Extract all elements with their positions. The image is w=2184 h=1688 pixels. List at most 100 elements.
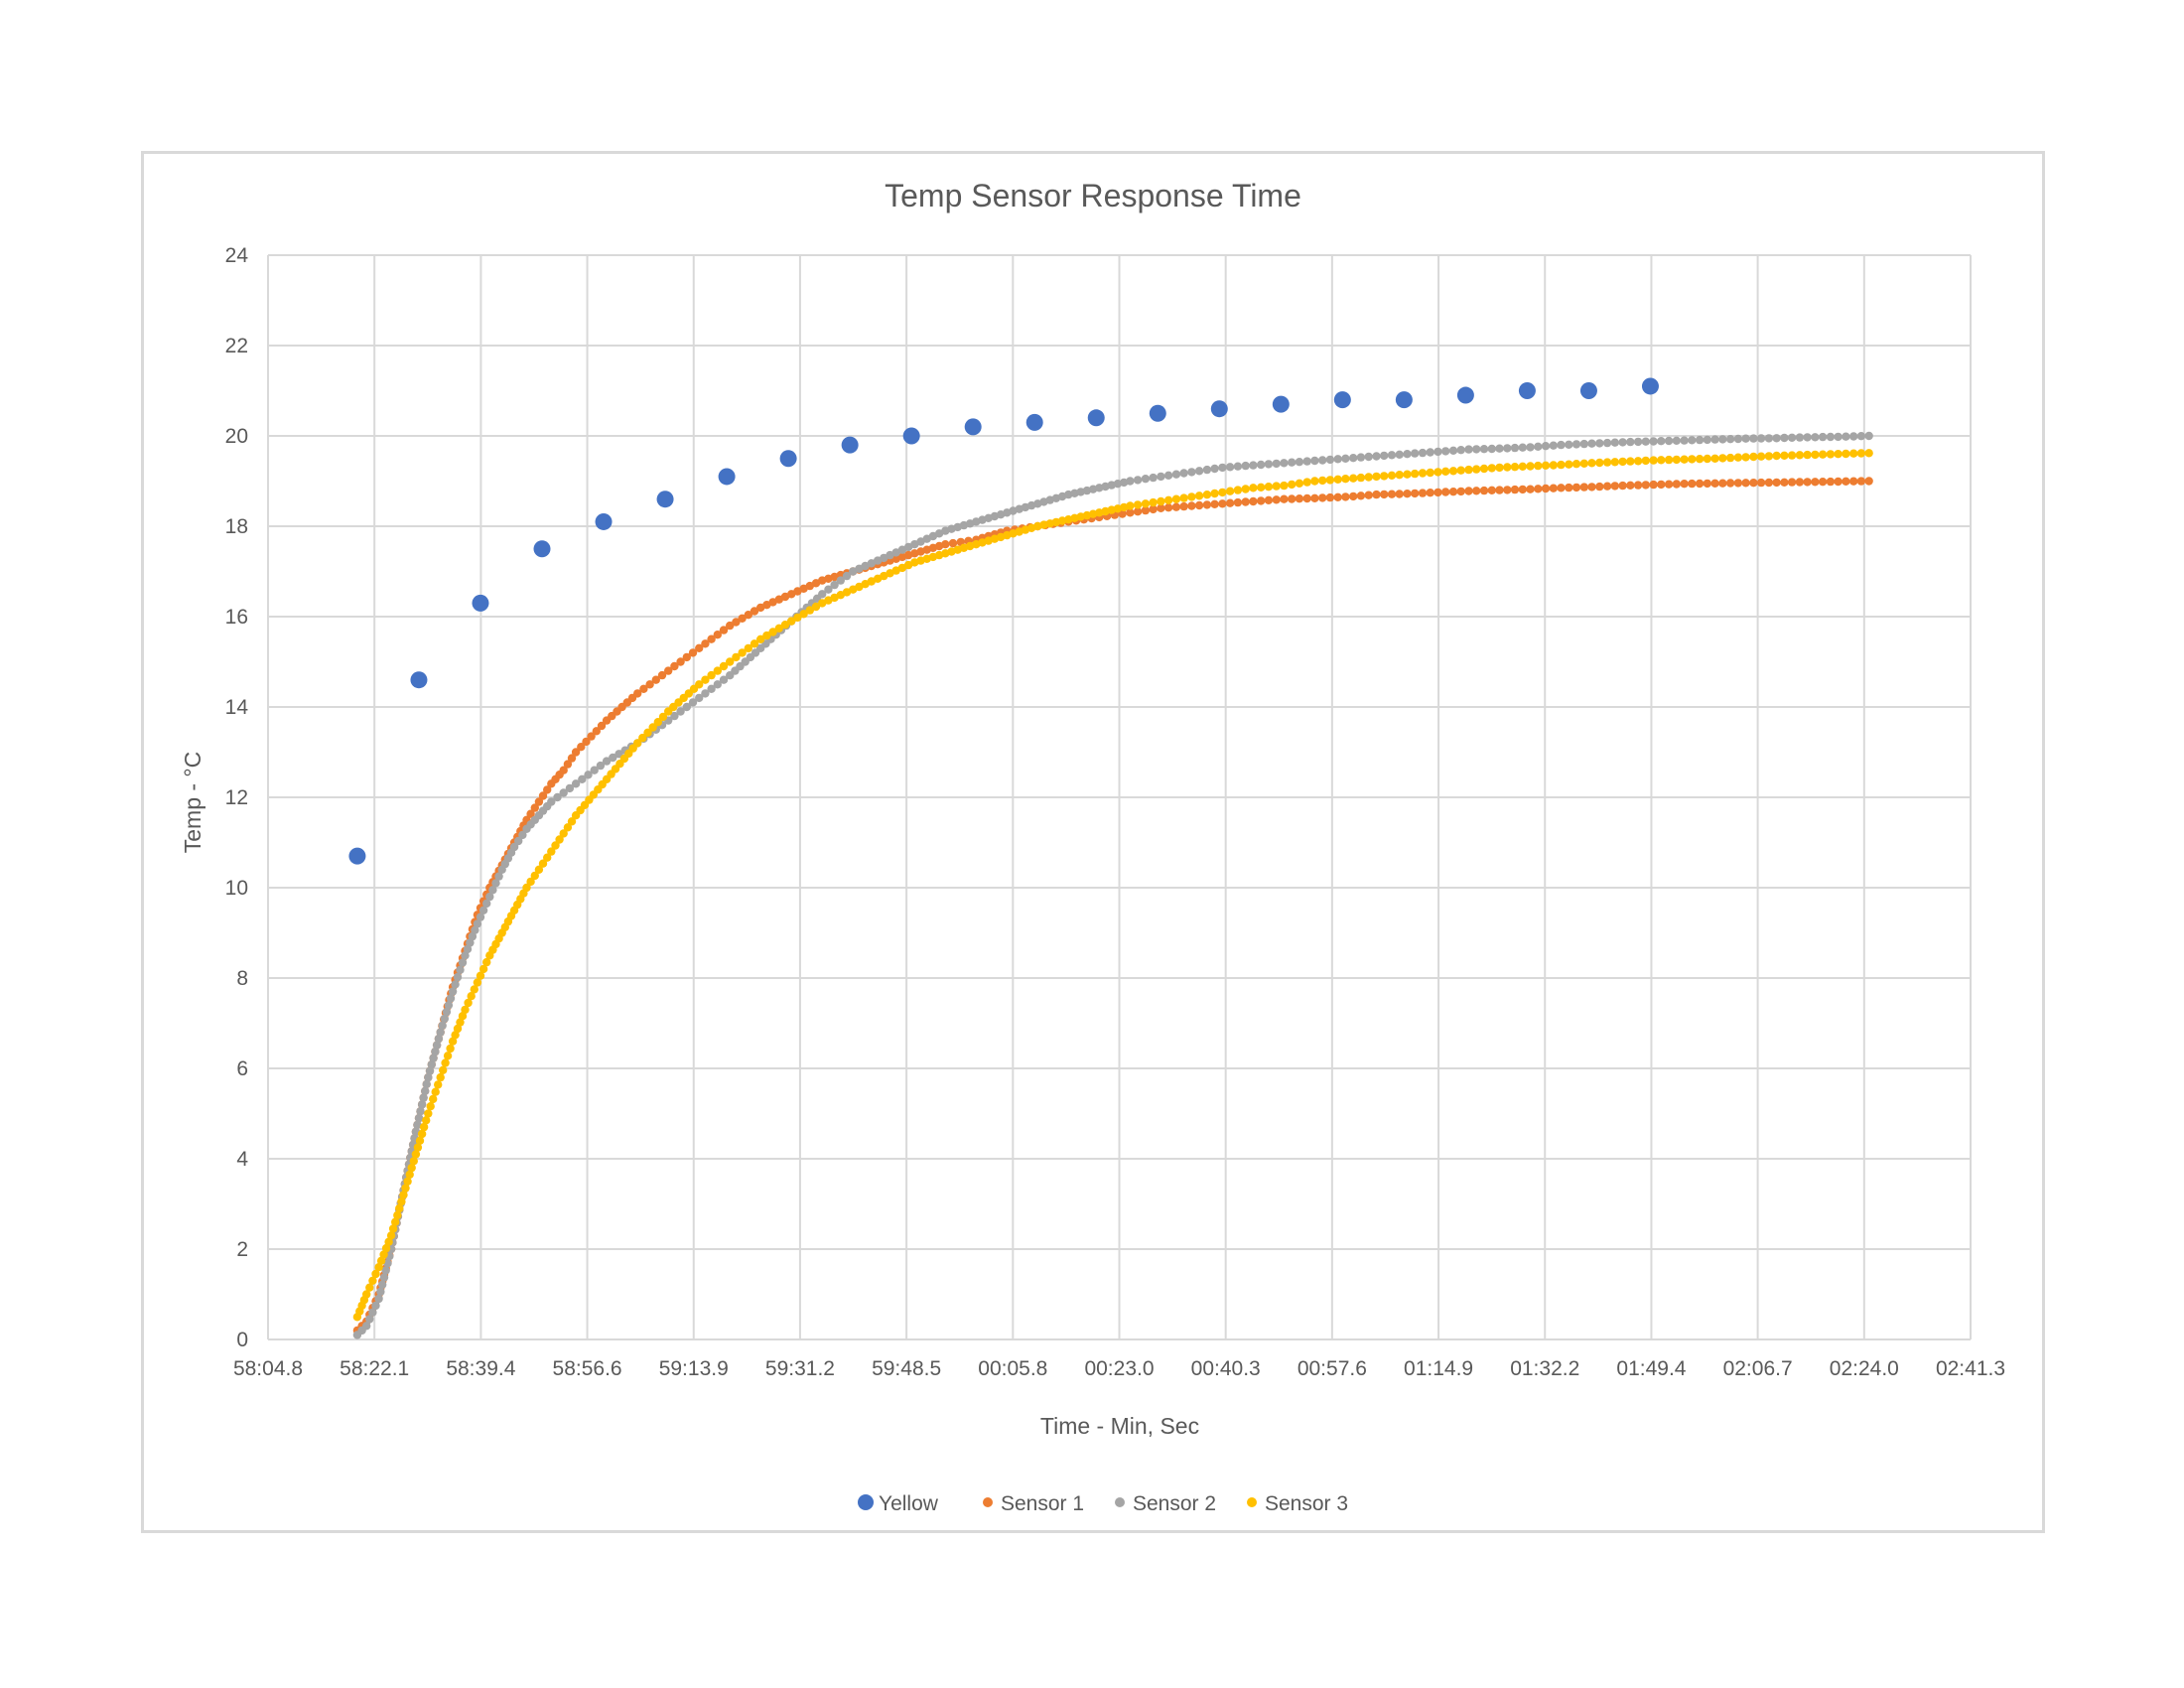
data-point [1795,451,1805,460]
data-point [559,788,568,797]
data-point [1403,450,1412,459]
y-tick-label: 20 [225,425,248,448]
data-point [676,657,685,666]
data-point [476,913,485,921]
x-tick-label: 58:39.4 [446,1357,515,1380]
data-point [379,1250,388,1259]
data-point [1818,450,1828,459]
data-point [1856,432,1866,441]
data-point [1157,472,1165,482]
data-point [682,702,691,712]
data-point [1218,488,1227,497]
x-tick-label: 00:40.3 [1191,1357,1261,1380]
data-point [461,1005,470,1015]
data-point [1433,447,1442,457]
legend: Yellow Sensor 1 Sensor 2 Sensor 3 [858,1492,1348,1515]
data-point [1595,439,1604,448]
data-point [1264,495,1274,504]
data-point [1087,409,1105,427]
gridlines [267,254,1972,1340]
data-point [436,1028,445,1037]
data-point [1602,458,1612,467]
data-point [1356,453,1366,462]
data-point [1249,461,1258,470]
data-point [1126,477,1135,486]
data-point [1418,448,1428,458]
y-tick-label: 12 [225,786,248,809]
data-point [1626,437,1635,447]
data-point [425,1066,435,1075]
data-point [543,853,552,862]
data-point [1356,473,1366,483]
data-point [1579,382,1597,399]
data-point [1541,484,1551,493]
data-point [651,675,660,684]
data-point [1688,455,1697,464]
data-point [444,1001,454,1010]
data-point [1725,479,1735,488]
data-point [1225,463,1235,472]
data-point [429,1094,438,1104]
data-point [633,689,642,698]
data-point [1610,482,1620,491]
data-point [368,1308,377,1317]
data-point [1448,467,1458,476]
data-point [718,468,736,486]
data-point [1718,435,1727,444]
data-point [1364,491,1373,499]
data-point [1688,479,1697,489]
data-point [1171,494,1181,503]
data-point [1411,449,1420,458]
data-point [436,1072,445,1082]
data-point [1264,483,1274,492]
data-point [1803,478,1812,487]
data-point [1302,478,1311,487]
data-point [1610,438,1620,447]
data-point [639,684,648,693]
data-point [1680,480,1689,489]
data-point [1571,483,1581,492]
data-point [1633,437,1643,447]
data-point [1395,490,1404,498]
data-point [485,892,494,902]
data-point [1113,480,1123,489]
data-point [1264,460,1274,469]
data-point [695,680,704,689]
data-point [841,436,859,454]
data-point [371,1301,380,1311]
data-point [1495,444,1504,453]
data-point [1479,445,1489,454]
data-point [446,1044,455,1054]
data-point [867,577,876,586]
data-point [563,760,573,769]
data-point [1749,434,1758,443]
data-point [713,680,722,689]
data-point [1718,454,1727,463]
x-tick-label: 01:32.2 [1510,1357,1579,1380]
data-point [467,992,476,1001]
data-point [1657,480,1666,490]
data-point [1602,438,1612,448]
data-point [1618,481,1627,491]
data-point [1448,488,1458,496]
x-tick-label: 00:05.8 [978,1357,1047,1380]
data-point [1503,463,1512,472]
data-point [1534,442,1543,451]
data-point [551,841,560,850]
data-point [451,980,460,989]
data-point [1772,478,1781,488]
data-point [393,1210,402,1220]
data-point [417,1129,427,1139]
data-point [424,1109,433,1118]
data-point [1741,453,1750,462]
data-point [1310,493,1319,502]
data-point [1479,486,1489,495]
legend-label: Sensor 2 [1133,1492,1216,1515]
data-point [1325,476,1335,485]
data-point [438,1021,447,1030]
data-point [1349,474,1358,483]
data-point [1565,440,1573,449]
data-point [1448,446,1458,455]
x-tick-label: 58:22.1 [340,1357,409,1380]
x-tick-label: 01:14.9 [1404,1357,1473,1380]
